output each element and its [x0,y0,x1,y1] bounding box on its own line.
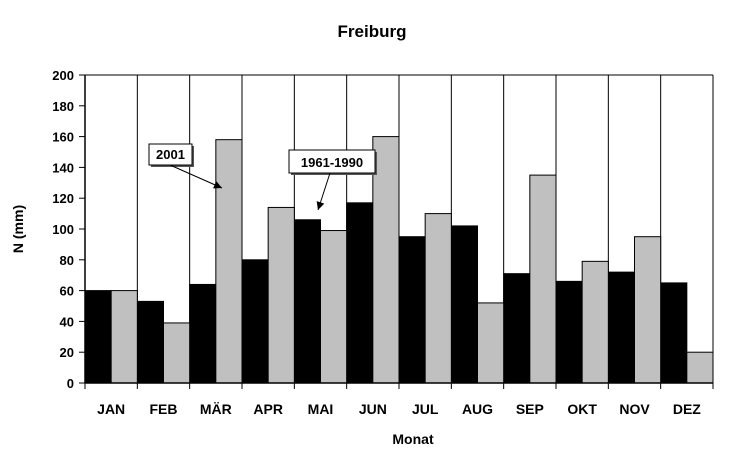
bar-series-2001 [581,260,609,384]
annotation-2001-text: 2001 [156,147,185,162]
bar-series-2001 [424,213,452,384]
y-tick-label: 200 [52,68,74,83]
category-label: JUL [412,401,439,417]
category-label: AUG [462,401,493,417]
y-tick-label: 0 [67,376,74,391]
bar-series-1961-1990 [503,273,531,384]
y-tick-label: 40 [60,314,74,329]
bar-series-2001 [215,139,243,384]
bar-series-1961-1990 [346,202,374,384]
bar-series-2001 [529,174,557,384]
bar-series-2001 [477,302,505,384]
category-label: DEZ [673,401,701,417]
bar-series-2001 [372,136,400,384]
annotation-2001-arrowhead [213,181,222,189]
y-tick-label: 160 [52,130,74,145]
bar-series-2001 [110,290,138,384]
category-label: APR [253,401,283,417]
category-label: OKT [567,401,597,417]
bars-layer [84,136,714,384]
category-label: NOV [619,401,650,417]
annotation-1961-1990-text: 1961-1990 [301,155,363,170]
bar-series-1961-1990 [84,290,112,384]
category-label: JUN [359,401,387,417]
category-label: FEB [150,401,178,417]
y-tick-label: 140 [52,160,74,175]
ticks-layer: 0 20 40 60 80 100 120 140 160 180 200 [52,68,714,391]
x-axis-label: Monat [392,431,434,447]
y-tick-label: 180 [52,99,74,114]
category-label: MÄR [200,401,232,417]
annotation-1961-1990-arrowhead [316,201,325,210]
bar-series-2001 [686,351,714,384]
annotation-1961-1990-box [288,149,376,174]
category-label: JAN [97,401,125,417]
category-labels: JAN FEB MÄR APR MAI JUN JUL AUG SEP OKT NOV DEZ [97,401,701,417]
category-label: MAI [308,401,334,417]
bar-series-1961-1990 [607,271,635,384]
bar-series-1961-1990 [555,280,583,384]
bar-series-2001 [320,230,348,384]
bar-series-2001 [634,236,662,384]
category-label: SEP [516,401,544,417]
bar-series-1961-1990 [398,236,426,384]
annotations: 2001 1961-1990 [148,143,377,211]
bar-series-1961-1990 [660,282,688,384]
y-tick-label: 20 [60,345,74,360]
y-tick-label: 100 [52,222,74,237]
bar-series-1961-1990 [293,219,322,384]
bar-series-1961-1990 [241,259,269,384]
bar-series-2001 [267,206,295,384]
bar-series-2001 [163,322,191,384]
y-tick-label: 80 [60,253,74,268]
chart-title: Freiburg [338,22,407,41]
bar-series-1961-1990 [136,300,164,384]
bar-series-1961-1990 [450,225,479,384]
annotation-2001-leader [169,164,223,189]
y-tick-label: 120 [52,191,74,206]
y-tick-label: 60 [60,284,74,299]
y-axis-label: N (mm) [10,205,26,253]
bar-series-1961-1990 [189,283,217,384]
